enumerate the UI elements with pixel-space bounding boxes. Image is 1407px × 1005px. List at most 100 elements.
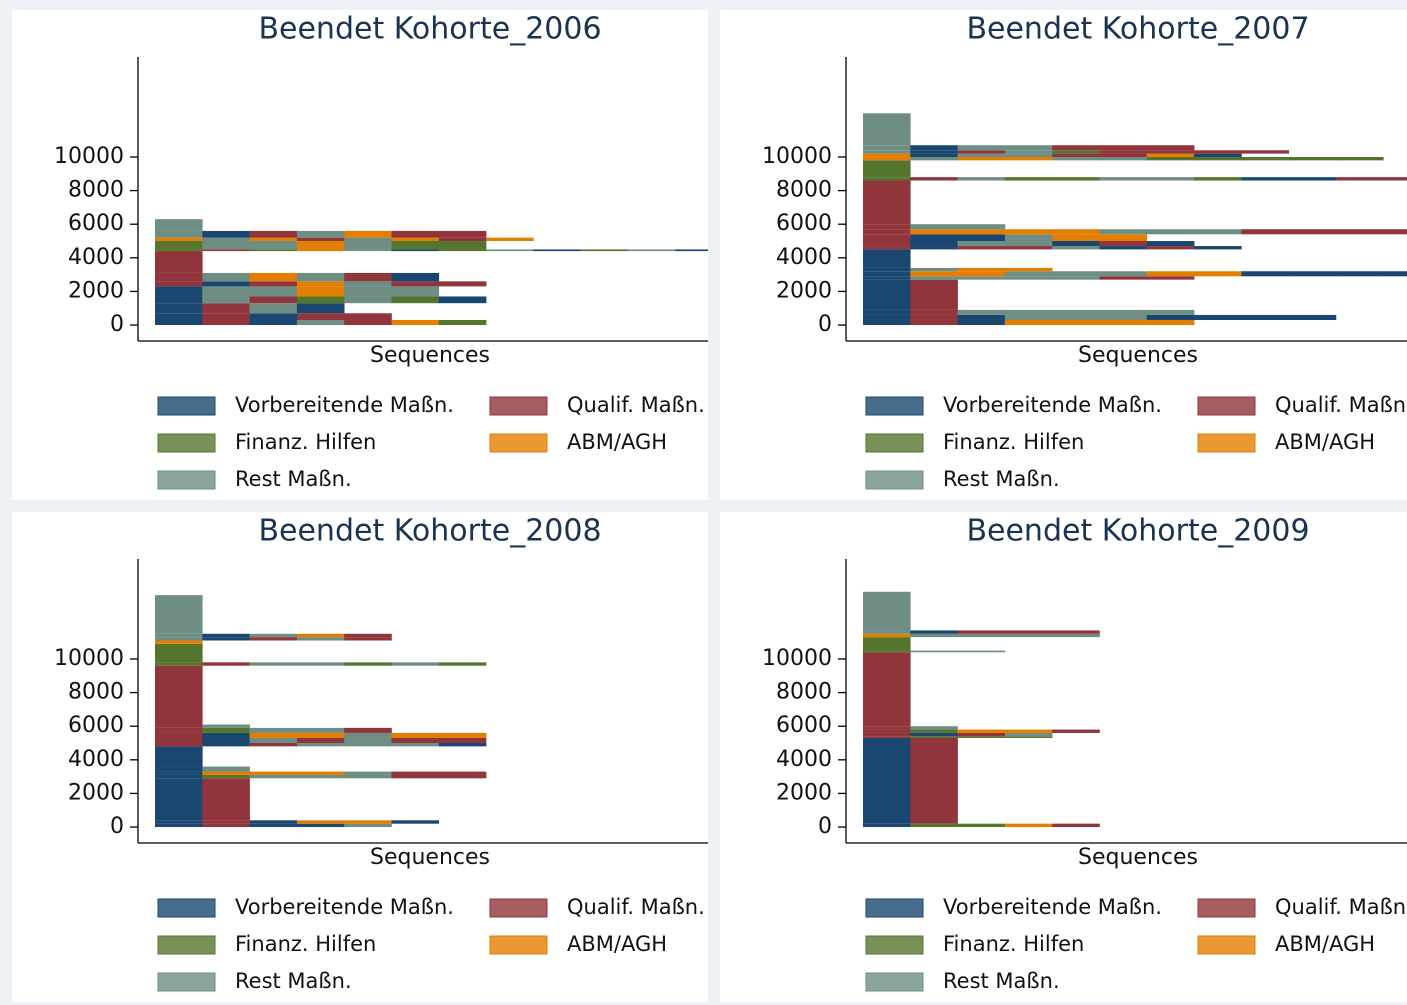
sequence-segment [1383, 177, 1407, 181]
sequence-segment [910, 279, 958, 310]
sequence-segment [202, 724, 250, 728]
legend-label: Rest Maßn. [235, 467, 352, 491]
chart-title: Beendet Kohorte_2007 [966, 12, 1309, 47]
sequence-segment [155, 319, 203, 326]
y-tick-label: 4000 [776, 747, 832, 772]
legend-label: Rest Maßn. [235, 969, 352, 993]
legend-swatch [1197, 898, 1256, 918]
sequence-segment [155, 219, 203, 231]
sequence-segment [910, 737, 958, 824]
sequence-segment [391, 319, 440, 326]
sequence-segment [202, 319, 250, 326]
sequence-segment [202, 237, 250, 242]
y-tick-label: 4000 [68, 747, 124, 772]
sequence-segment [910, 319, 958, 326]
sequence-segment [344, 230, 392, 238]
sequence-segment [863, 150, 911, 154]
legend-label: Qualif. Maßn. [1275, 393, 1407, 417]
sequence-segment [249, 281, 298, 287]
panel: Beendet Kohorte_2007 0 2000 4000 6000 8000 100… [720, 10, 1407, 500]
sequence-segment [1146, 145, 1195, 151]
sequence-segment [438, 771, 487, 775]
sequence-segment [296, 662, 345, 666]
sequence-segment [863, 145, 911, 151]
legend-swatch [1197, 433, 1256, 453]
sequence-segment [202, 820, 250, 824]
sequence-segment [391, 737, 440, 744]
sequence-segment [296, 737, 345, 744]
y-tick-label: 2000 [776, 780, 832, 805]
legend-swatch [865, 470, 924, 490]
sequence-segment [249, 820, 298, 824]
sequence-segment [202, 241, 250, 250]
sequence-segment [391, 241, 440, 250]
sequence-segment [1004, 276, 1053, 280]
sequence-segment [155, 251, 203, 273]
sequence-segment [1052, 156, 1100, 161]
sequence-segment [1099, 153, 1148, 157]
sequence-segment [1052, 246, 1100, 250]
sequence-segment [202, 743, 250, 747]
sequence-segment [344, 820, 392, 824]
legend-label: Vorbereitende Maßn. [235, 393, 454, 417]
sequence-segment [1004, 145, 1053, 151]
sequence-segment [249, 774, 298, 779]
sequence-segment [344, 313, 392, 320]
sequence-segment [202, 737, 250, 744]
sequence-segment [1004, 229, 1053, 235]
sequence-segment [910, 314, 958, 320]
panel: Beendet Kohorte_2008 0 2000 4000 6000 8000 100… [12, 512, 708, 1002]
y-tick-label: 4000 [68, 245, 124, 270]
sequence-segment [910, 145, 958, 151]
sequence-segment [155, 823, 203, 828]
sequence-segment [296, 230, 345, 238]
sequence-segment [1004, 246, 1053, 250]
sequence-segment [1241, 156, 1289, 161]
sequence-segment [344, 633, 392, 638]
sequence-segment [1146, 153, 1195, 157]
legend-label: Finanz. Hilfen [943, 430, 1084, 454]
sequence-segment [155, 272, 203, 282]
sequence-segment [1052, 309, 1100, 315]
sequence-segment [249, 662, 298, 666]
sequence-segment [910, 729, 958, 733]
legend-swatch [489, 935, 548, 955]
sequence-segment [1241, 150, 1289, 154]
sequence-segment [202, 272, 250, 282]
sequence-segment [202, 230, 250, 238]
y-tick-label: 10000 [762, 144, 832, 169]
sequence-segment [863, 234, 911, 242]
sequence-segment [155, 665, 203, 725]
sequence-segment [391, 662, 440, 666]
legend-swatch [157, 470, 216, 490]
sequence-segment [202, 303, 250, 314]
sequence-segment [296, 241, 345, 250]
sequence-segment [391, 272, 440, 282]
sequence-segment [1288, 177, 1337, 181]
sequence-segment [863, 224, 911, 230]
panel: Beendet Kohorte_2006 0 2000 4000 6000 8000 100… [12, 10, 708, 500]
legend-swatch [1197, 396, 1256, 416]
y-tick-label: 10000 [762, 646, 832, 671]
sequence-segment [155, 724, 203, 728]
sequence-segment [1146, 150, 1195, 154]
sequence-segment [1146, 246, 1195, 250]
sequence-segment [1004, 267, 1053, 272]
sequence-segment [249, 249, 298, 252]
sequence-segment [249, 286, 298, 297]
sequence-segment [1099, 271, 1148, 277]
sequence-segment [1052, 823, 1100, 828]
sequence-segment [155, 241, 203, 250]
sequence-segment [1336, 229, 1384, 235]
x-axis-label: Sequences [370, 343, 490, 368]
sequence-segment [391, 237, 440, 242]
sequence-segment [910, 736, 958, 738]
sequence-segment [344, 732, 392, 738]
sequence-segment [1146, 177, 1195, 181]
sequence-segment [202, 281, 250, 287]
sequence-segment [344, 319, 392, 326]
sequence-segment [249, 737, 298, 744]
legend-swatch [1197, 935, 1256, 955]
sequence-segment [202, 296, 250, 304]
y-tick-label: 0 [818, 814, 832, 839]
